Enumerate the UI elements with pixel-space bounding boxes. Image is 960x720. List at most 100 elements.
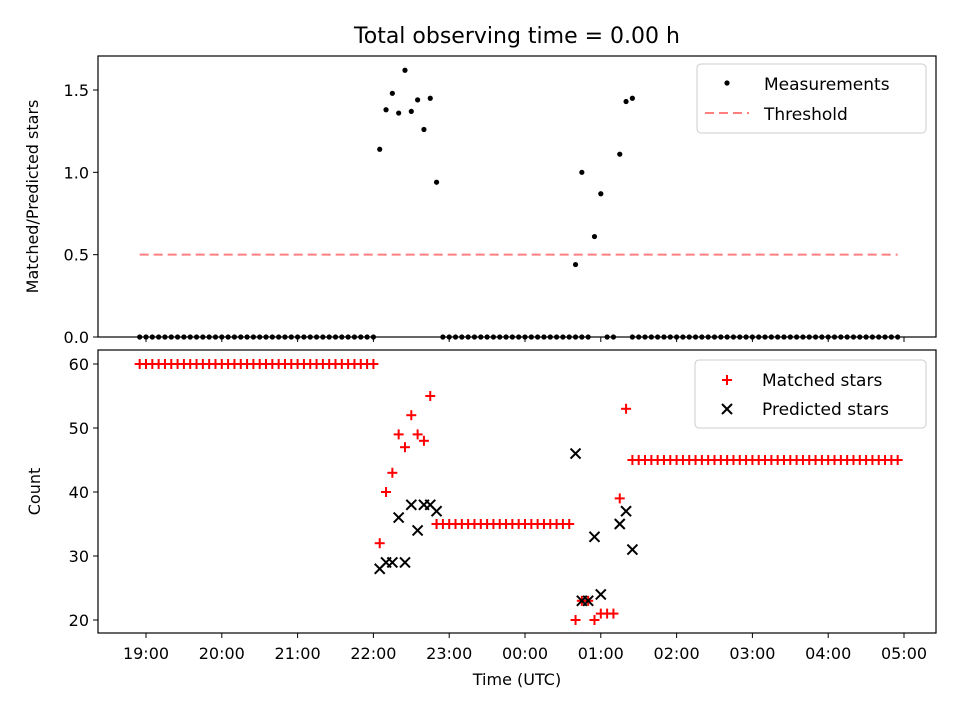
top-subplot: 0.0 0.5 1.0 1.5 Matched/Predicted stars Measu… — [23, 55, 937, 347]
y-tick-label: 1.5 — [64, 81, 89, 100]
measurement-point — [850, 334, 857, 340]
predicted-star-point — [614, 518, 626, 530]
measurement-point — [358, 334, 364, 340]
measurement-point — [692, 334, 699, 340]
measurement-point — [794, 334, 800, 340]
measurement-point — [730, 334, 737, 340]
measurement-point — [307, 334, 313, 340]
measurement-point — [516, 334, 522, 340]
x-marker-b — [614, 518, 626, 530]
measurement-point — [655, 334, 661, 340]
x-marker-b — [386, 556, 399, 569]
measurement-point — [800, 334, 806, 340]
measurement-point — [876, 334, 882, 340]
matched-star-point — [425, 391, 436, 401]
measurement-point — [244, 334, 250, 340]
measurement-point — [465, 334, 471, 340]
x-marker-b — [392, 511, 405, 524]
measurement-point — [225, 334, 231, 340]
measurement-point — [787, 334, 793, 340]
x-marker-b — [595, 588, 607, 601]
measurement-point — [427, 95, 433, 101]
measurement-point — [301, 334, 307, 340]
measurement-point — [288, 334, 294, 340]
measurement-point — [509, 334, 515, 340]
measurement-point — [838, 334, 844, 340]
y-tick-label: 40 — [69, 483, 89, 502]
measurement-point — [149, 334, 155, 340]
predicted-star-point — [430, 505, 443, 517]
measurement-point — [503, 334, 509, 340]
measurement-point — [522, 334, 528, 340]
measurement-point — [711, 334, 718, 340]
x-marker-b — [588, 531, 601, 543]
predicted-star-point — [569, 447, 582, 460]
x-tick-label: 23:00 — [426, 644, 472, 663]
matched-star-point — [418, 435, 429, 446]
measurement-point — [402, 67, 408, 73]
legend-bottom: Matched stars Predicted stars — [694, 359, 927, 429]
x-tick-label: 02:00 — [654, 644, 700, 663]
measurement-point — [478, 334, 484, 340]
measurement-point — [415, 97, 421, 103]
measurement-point — [572, 334, 579, 340]
measurement-point — [756, 334, 762, 340]
measurement-point — [591, 233, 598, 240]
measurement-point — [484, 334, 490, 340]
measurement-point — [674, 334, 680, 340]
matched-star-point — [621, 403, 632, 414]
measurement-point — [749, 334, 756, 340]
measurement-point — [440, 334, 446, 340]
measurement-point — [408, 108, 414, 115]
measurement-point — [200, 334, 206, 340]
bottom-subplot: 20 30 40 50 60 19:00 20:00 21:00 22:00 23:00 00:00… — [25, 349, 937, 689]
measurement-point — [819, 334, 825, 340]
measurement-point — [497, 334, 503, 340]
matched-star-point — [399, 442, 410, 453]
x-tick-label: 20:00 — [199, 644, 245, 663]
x-marker-b — [411, 524, 424, 537]
measurement-point — [162, 334, 168, 340]
measurement-point — [389, 90, 395, 96]
matched-star-point — [406, 410, 417, 421]
measurement-point — [888, 334, 894, 340]
predicted-star-point — [626, 543, 639, 556]
measurement-point — [231, 334, 238, 340]
measurement-point — [377, 146, 383, 152]
x-marker-b — [569, 447, 582, 460]
measurement-point — [667, 334, 673, 340]
legend-marker-predicted — [721, 403, 733, 415]
matched-star-point — [892, 455, 903, 465]
measurement-point — [869, 334, 876, 340]
y-tick-label: 0.5 — [64, 246, 89, 265]
measurement-point — [566, 334, 572, 340]
x-tick-label: 03:00 — [729, 644, 775, 663]
measurement-point — [364, 334, 370, 340]
measurement-point — [623, 98, 629, 105]
measurement-point — [351, 334, 358, 340]
measurement-point — [143, 334, 149, 340]
measurement-point — [282, 334, 288, 340]
x-marker-b — [405, 499, 418, 511]
y-tick-label: 30 — [69, 547, 89, 566]
measurement-point — [882, 334, 888, 340]
measurement-point — [345, 334, 351, 340]
matched-star-point — [564, 519, 575, 529]
x-tick-label: 04:00 — [805, 644, 851, 663]
matched-star-point — [381, 487, 392, 497]
measurement-point — [844, 334, 850, 340]
matched-star-point — [431, 519, 442, 529]
y-tick-label: 50 — [69, 419, 89, 438]
y-tick-label: 60 — [69, 355, 89, 374]
matched-star-point — [374, 538, 385, 549]
measurement-point — [528, 334, 534, 340]
measurement-point — [781, 334, 787, 340]
x-marker-b — [582, 595, 594, 607]
predicted-star-point — [620, 505, 632, 517]
measurement-point — [629, 334, 635, 340]
measurement-point — [295, 334, 301, 340]
matched-star-point — [614, 493, 625, 504]
x-tick-label: 00:00 — [502, 644, 548, 663]
measurement-point — [257, 334, 263, 340]
measurement-point — [762, 334, 768, 340]
